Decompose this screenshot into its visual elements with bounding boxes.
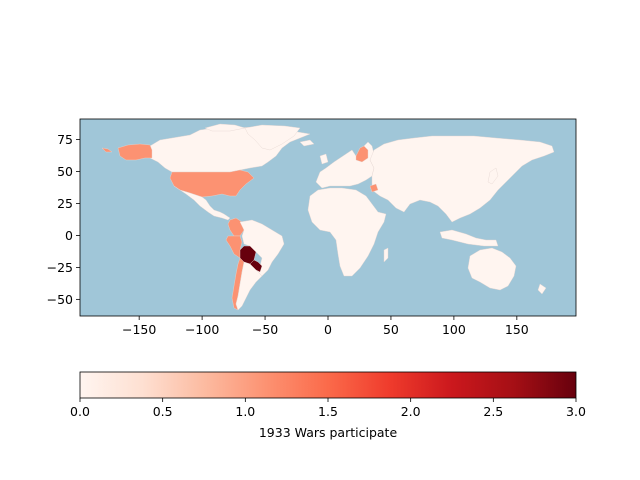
x-tick-label: 50 [383,322,399,337]
region-alaska-chain [101,147,113,153]
colorbar-tick-label: 2.0 [401,404,421,419]
region-argentina [235,261,263,311]
x-tick-label: −50 [252,322,278,337]
y-tick-label: −50 [47,292,73,307]
colorbar-gradient [80,372,576,398]
region-indonesia [439,229,499,247]
land-layer [101,123,555,311]
region-finland [355,145,369,163]
colorbar-tick-label: 1.0 [235,404,255,419]
region-australia [467,247,517,291]
region-greenland [244,124,301,151]
colorbar: 0.0 0.5 1.0 1.5 2.0 2.5 3.0 1933 Wars particip… [70,371,586,440]
colorbar-tick-label: 0.5 [153,404,173,419]
y-tick-label: 25 [57,196,73,211]
colorbar-tick-label: 2.5 [483,404,503,419]
y-tick-label: 50 [57,164,73,179]
region-asia [369,135,555,223]
region-uk [319,153,329,165]
x-tick-label: 100 [442,322,466,337]
y-tick-label: 75 [57,132,73,147]
region-madagascar [383,247,389,263]
x-tick-label: −100 [185,322,219,337]
x-tick-label: −150 [122,322,156,337]
region-africa [307,187,387,277]
x-tick-label: 150 [505,322,529,337]
region-new-zealand [537,283,547,295]
colorbar-tick-label: 3.0 [566,404,586,419]
region-alaska [117,143,153,161]
y-tick-label: 0 [65,228,73,243]
region-syria [369,183,379,193]
map-axes: −150 −100 −50 0 50 100 150 75 50 25 0 −25 −50 [47,118,577,337]
x-axis: −150 −100 −50 0 50 100 150 [122,316,529,337]
x-tick-label: 0 [324,322,332,337]
region-mexico [173,185,231,221]
colorbar-tick-label: 1.5 [318,404,338,419]
colorbar-tick-label: 0.0 [70,404,90,419]
region-iceland [299,139,315,147]
region-japan [487,167,499,185]
colorbar-label: 1933 Wars participate [259,425,398,440]
colorbar-ticks: 0.0 0.5 1.0 1.5 2.0 2.5 3.0 [70,398,586,419]
y-axis: 75 50 25 0 −25 −50 [47,132,80,307]
y-tick-label: −25 [47,260,73,275]
